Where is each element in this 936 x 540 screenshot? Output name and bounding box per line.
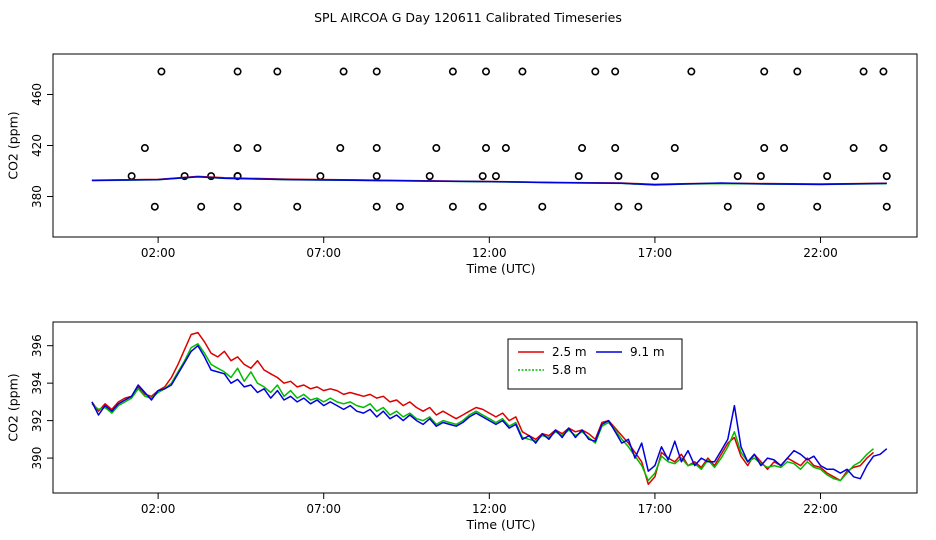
data-point: [233, 202, 242, 211]
series-line-9.1m: [91, 344, 888, 480]
data-point: [670, 144, 679, 153]
data-point: [760, 144, 769, 153]
data-point: [293, 202, 302, 211]
data-point: [432, 144, 441, 153]
data-point: [233, 144, 242, 153]
data-point: [448, 67, 457, 76]
data-point: [859, 67, 868, 76]
series-line-2.5m: [91, 331, 874, 486]
data-point: [813, 202, 822, 211]
data-point: [478, 172, 487, 181]
data-point: [756, 202, 765, 211]
data-point: [879, 67, 888, 76]
data-point: [723, 202, 732, 211]
x-tick-label: 17:00: [638, 246, 673, 260]
y-axis-label: CO2 (ppm): [6, 111, 21, 179]
data-point: [879, 144, 888, 153]
data-point: [793, 67, 802, 76]
x-tick-label: 07:00: [306, 246, 341, 260]
page-title: SPL AIRCOA G Day 120611 Calibrated Times…: [314, 10, 622, 25]
data-point: [395, 202, 404, 211]
data-point: [372, 172, 381, 181]
data-point: [339, 67, 348, 76]
data-point: [372, 144, 381, 153]
x-tick-label: 02:00: [141, 246, 176, 260]
data-point: [150, 202, 159, 211]
data-point: [448, 202, 457, 211]
data-point: [756, 172, 765, 181]
data-point: [197, 202, 206, 211]
legend-box: [507, 338, 683, 390]
series-line-5.8m: [91, 343, 874, 482]
legend-label: 9.1 m: [630, 345, 665, 359]
data-point: [574, 172, 583, 181]
x-axis-label: Time (UTC): [465, 517, 535, 532]
y-tick-label: 460: [30, 83, 44, 106]
y-tick-label: 396: [30, 334, 44, 357]
data-point: [157, 67, 166, 76]
data-point: [425, 172, 434, 181]
legend-label: 5.8 m: [552, 363, 587, 377]
data-point: [538, 202, 547, 211]
data-point: [140, 144, 149, 153]
data-point: [482, 67, 491, 76]
data-point: [849, 144, 858, 153]
data-point: [611, 67, 620, 76]
data-point: [316, 172, 325, 181]
data-point: [233, 67, 242, 76]
data-point: [611, 144, 620, 153]
data-point: [253, 144, 262, 153]
data-point: [207, 172, 216, 181]
data-point: [780, 144, 789, 153]
y-tick-label: 420: [30, 134, 44, 157]
data-point: [478, 202, 487, 211]
bottom-panel: 02:00 07:00 12:00 17:00 22:00 390 392 394 396 Tim…: [6, 321, 918, 532]
y-tick-label: 394: [30, 372, 44, 395]
data-point: [578, 144, 587, 153]
y-axis-label: CO2 (ppm): [6, 373, 21, 441]
data-point: [882, 172, 891, 181]
legend: 2.5 m 9.1 m 5.8 m: [507, 338, 683, 390]
x-tick-label: 22:00: [803, 246, 838, 260]
y-tick-label: 390: [30, 447, 44, 470]
x-tick-label: 02:00: [141, 502, 176, 516]
x-tick-label: 12:00: [472, 502, 507, 516]
data-point: [882, 202, 891, 211]
data-point: [650, 172, 659, 181]
data-point: [614, 172, 623, 181]
y-tick-label: 392: [30, 409, 44, 432]
series-line-blue: [91, 175, 887, 186]
legend-label: 2.5 m: [552, 345, 587, 359]
data-point: [760, 67, 769, 76]
data-point: [273, 67, 282, 76]
data-point: [180, 172, 189, 181]
data-point: [336, 144, 345, 153]
data-point: [482, 144, 491, 153]
data-point: [823, 172, 832, 181]
plot-frame: [52, 321, 918, 494]
data-point: [591, 67, 600, 76]
x-tick-label: 07:00: [306, 502, 341, 516]
x-tick-label: 12:00: [472, 246, 507, 260]
top-panel: 02:00 07:00 12:00 17:00 22:00 380 420 460 Time (…: [6, 53, 918, 276]
data-point: [491, 172, 500, 181]
x-tick-label: 17:00: [638, 502, 673, 516]
data-point: [733, 172, 742, 181]
data-point: [127, 172, 136, 181]
data-point: [518, 67, 527, 76]
x-axis-label: Time (UTC): [465, 261, 535, 276]
data-point: [634, 202, 643, 211]
data-point: [501, 144, 510, 153]
data-point: [372, 67, 381, 76]
x-tick-label: 22:00: [803, 502, 838, 516]
data-point: [687, 67, 696, 76]
y-tick-label: 380: [30, 185, 44, 208]
data-point: [372, 202, 381, 211]
data-point: [614, 202, 623, 211]
